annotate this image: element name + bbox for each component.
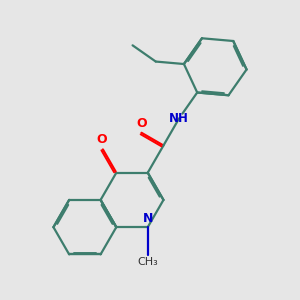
Text: N: N [142,212,153,225]
Text: O: O [136,117,147,130]
Text: NH: NH [169,112,189,125]
Text: CH₃: CH₃ [137,257,158,267]
Text: O: O [97,133,107,146]
